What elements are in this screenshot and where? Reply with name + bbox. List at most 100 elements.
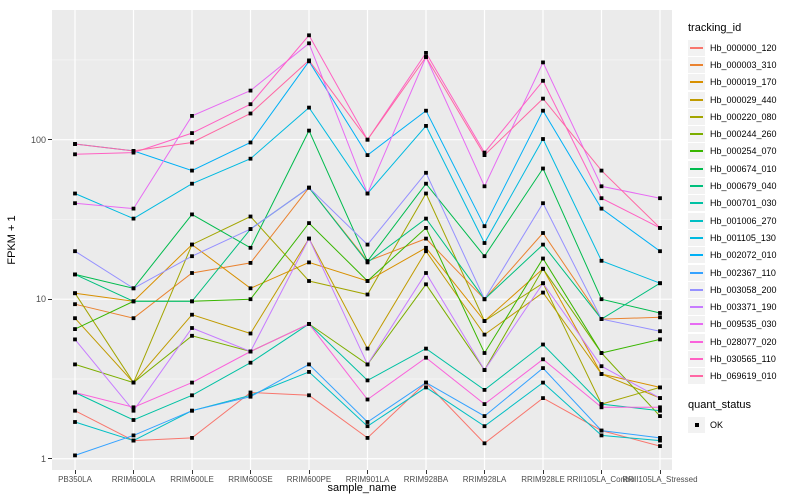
legend-title-quant-status: quant_status bbox=[688, 398, 751, 411]
data-point bbox=[424, 355, 428, 360]
y-tick-label: 100 bbox=[30, 134, 46, 145]
data-point bbox=[541, 60, 545, 65]
legend-item-Hb_003058_200: Hb_003058_200 bbox=[688, 281, 798, 298]
data-point bbox=[541, 366, 545, 370]
data-point bbox=[424, 124, 428, 128]
data-point bbox=[424, 108, 428, 113]
data-point bbox=[307, 370, 311, 374]
data-point bbox=[73, 453, 77, 458]
data-point bbox=[190, 408, 194, 413]
data-point bbox=[307, 260, 311, 265]
x-tick-label: RRIM600LA bbox=[111, 475, 156, 484]
data-point bbox=[658, 249, 662, 254]
data-point bbox=[482, 351, 487, 355]
data-point bbox=[599, 196, 604, 201]
data-point bbox=[599, 184, 604, 189]
data-point bbox=[248, 245, 253, 250]
data-point bbox=[248, 360, 253, 365]
data-point bbox=[248, 390, 253, 395]
data-point bbox=[131, 438, 136, 443]
data-point bbox=[307, 221, 311, 225]
data-point bbox=[190, 131, 194, 135]
data-point bbox=[424, 282, 428, 287]
data-point bbox=[248, 261, 253, 265]
data-point bbox=[424, 216, 428, 221]
x-tick-label: PB350LA bbox=[58, 475, 92, 484]
data-point bbox=[73, 337, 77, 342]
data-point bbox=[131, 216, 136, 221]
data-point bbox=[131, 433, 136, 438]
data-point bbox=[190, 380, 194, 385]
x-tick-label: RRIM928LA bbox=[462, 475, 507, 484]
data-point bbox=[424, 245, 428, 250]
data-point bbox=[658, 405, 662, 410]
data-point bbox=[541, 137, 545, 141]
data-point bbox=[73, 272, 77, 277]
legend-item-Hb_000000_120: Hb_000000_120 bbox=[688, 39, 798, 56]
y-tick-label: 1 bbox=[40, 453, 46, 464]
data-point bbox=[73, 249, 77, 254]
data-point bbox=[424, 181, 428, 186]
legend-color-line-icon bbox=[690, 185, 703, 188]
data-point bbox=[307, 279, 311, 283]
data-point bbox=[482, 368, 487, 372]
legend-key bbox=[688, 299, 705, 316]
legend-quant-status-block: quant_status OK bbox=[688, 399, 798, 433]
data-point bbox=[482, 414, 487, 418]
data-point bbox=[599, 405, 604, 410]
legend-color-line-icon bbox=[690, 340, 703, 343]
legend-item-Hb_003371_190: Hb_003371_190 bbox=[688, 298, 798, 316]
legend-item-Hb_028077_020: Hb_028077_020 bbox=[688, 333, 798, 350]
data-point bbox=[541, 166, 545, 171]
legend-key bbox=[688, 212, 705, 229]
legend-key bbox=[688, 160, 705, 177]
data-point bbox=[658, 196, 662, 201]
legend-key bbox=[688, 316, 705, 333]
data-point bbox=[599, 351, 604, 355]
legend-color-line-icon bbox=[690, 133, 703, 136]
legend-key bbox=[688, 178, 705, 195]
data-point bbox=[424, 271, 428, 275]
data-point bbox=[190, 254, 194, 259]
x-tick-mark bbox=[250, 470, 251, 474]
data-point bbox=[73, 291, 77, 296]
data-point bbox=[424, 385, 428, 390]
legend-key bbox=[688, 143, 705, 160]
y-tick-mark bbox=[48, 298, 52, 300]
data-point bbox=[482, 224, 487, 229]
data-point bbox=[365, 153, 370, 157]
legend-item-Hb_002072_010: Hb_002072_010 bbox=[688, 247, 798, 264]
data-point bbox=[599, 428, 604, 433]
data-point bbox=[190, 271, 194, 275]
x-tick-label: RRIM901LA bbox=[345, 475, 390, 484]
x-tick-mark bbox=[542, 470, 544, 474]
data-point bbox=[307, 105, 311, 110]
data-point bbox=[190, 312, 194, 317]
legend-item-label: Hb_003371_190 bbox=[710, 302, 777, 313]
data-point bbox=[73, 362, 77, 367]
x-tick-mark bbox=[74, 470, 76, 474]
data-point bbox=[424, 346, 428, 351]
data-point bbox=[482, 441, 487, 446]
data-point bbox=[248, 331, 253, 336]
data-point bbox=[599, 297, 604, 302]
legend-color-line-icon bbox=[690, 150, 703, 153]
data-point bbox=[482, 297, 487, 302]
data-point bbox=[307, 393, 311, 398]
data-point bbox=[307, 236, 311, 241]
data-point bbox=[658, 226, 662, 230]
data-point bbox=[73, 152, 77, 157]
data-point bbox=[365, 420, 370, 424]
data-point bbox=[307, 128, 311, 133]
x-tick-mark bbox=[425, 470, 427, 474]
data-point bbox=[365, 191, 370, 196]
legend-key bbox=[688, 247, 705, 264]
legend-color-line-icon bbox=[690, 288, 703, 291]
legend-color-line-icon bbox=[690, 254, 703, 257]
data-point bbox=[658, 436, 662, 440]
data-point bbox=[482, 150, 487, 155]
legend-item-Hb_009535_030: Hb_009535_030 bbox=[688, 316, 798, 333]
legend-item-Hb_000254_070: Hb_000254_070 bbox=[688, 143, 798, 160]
legend-item-Hb_000003_310: Hb_000003_310 bbox=[688, 56, 798, 73]
data-point bbox=[365, 397, 370, 402]
